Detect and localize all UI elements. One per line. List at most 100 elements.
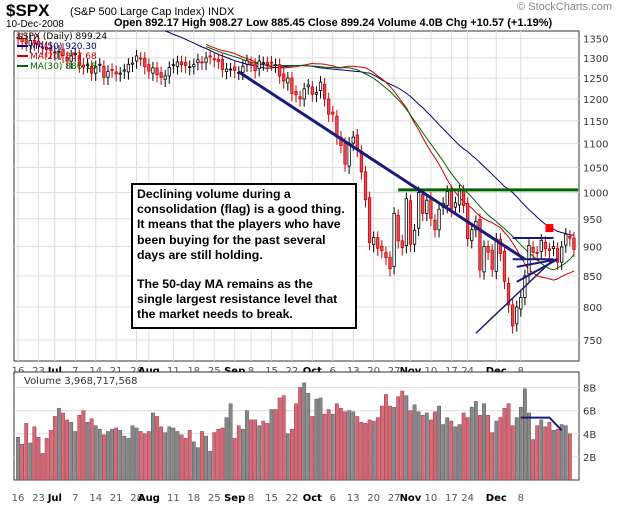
candle-body	[273, 64, 278, 67]
volume-bar	[424, 412, 429, 481]
volume-bar	[253, 419, 258, 481]
volume-bar	[171, 427, 176, 481]
volume-bar	[285, 433, 290, 481]
volume-bar	[257, 425, 262, 481]
ticker-symbol: $SPX	[6, 1, 50, 20]
volume-bar	[220, 427, 225, 481]
candle-body	[539, 239, 543, 252]
volume-bar	[40, 453, 45, 481]
candle-body	[294, 90, 298, 96]
x-tick-label: 16	[12, 493, 25, 504]
volume-bar	[527, 412, 531, 481]
candle-body	[184, 62, 188, 66]
volume-bar	[265, 423, 270, 481]
annotation-box: Declining volume during a consolidation …	[131, 183, 357, 329]
price-tick-label: 1050	[583, 163, 608, 174]
candle-body	[24, 39, 28, 44]
volume-bar	[65, 419, 69, 481]
candle-body	[384, 252, 388, 258]
volume-bar	[555, 428, 560, 481]
x-tick-label: 24	[461, 493, 474, 504]
volume-bar	[371, 420, 376, 481]
volume-bar	[486, 415, 491, 481]
volume-bar	[453, 426, 458, 481]
x-tick-label: 10	[425, 493, 438, 504]
volume-bar	[363, 423, 368, 481]
volume-bar	[106, 431, 110, 481]
candle-body	[57, 50, 61, 53]
x-tick-label: 8	[518, 493, 524, 504]
candle-body	[314, 92, 319, 95]
x-tick-label: Jul	[47, 493, 62, 504]
candle-body	[429, 197, 433, 219]
legend-label: MA(20) 857.68	[30, 52, 97, 62]
candle-body	[388, 257, 392, 270]
volume-bar	[514, 417, 519, 481]
candle-body	[417, 192, 421, 229]
candle-body	[372, 237, 376, 246]
volume-bar	[482, 403, 486, 481]
candle-body	[302, 88, 306, 100]
volume-axis-ticks: 2B 4B 6B 8B	[583, 384, 596, 464]
volume-bar	[355, 416, 360, 481]
candle-body	[392, 213, 396, 268]
candle-body	[155, 67, 159, 76]
candle-body	[404, 198, 408, 247]
price-tick-label: 1300	[583, 54, 608, 65]
volume-bar	[32, 426, 37, 481]
volume-bar	[531, 439, 535, 481]
candle-body	[269, 61, 274, 64]
candle-body	[257, 60, 261, 70]
volume-bar	[429, 419, 433, 481]
volume-bar	[396, 396, 401, 481]
candle-body	[163, 75, 167, 80]
volume-bar	[339, 408, 343, 481]
candle-body	[486, 246, 490, 253]
candle-body	[482, 246, 486, 273]
candle-body	[118, 72, 122, 75]
volume-bar	[228, 403, 233, 481]
candle-body	[151, 67, 155, 74]
candle-body	[453, 202, 458, 208]
volume-bar	[347, 410, 352, 481]
volume-bar	[490, 432, 495, 481]
volume-bar	[314, 398, 319, 481]
volume-bar	[261, 420, 266, 481]
candle-body	[261, 62, 265, 65]
candle-body	[114, 71, 118, 75]
volume-bar	[420, 415, 425, 481]
candle-body	[220, 59, 225, 70]
volume-bar	[567, 433, 572, 481]
candle-body	[85, 64, 90, 67]
downtrend-line	[237, 70, 526, 261]
volume-bar	[343, 411, 347, 481]
volume-bar	[281, 395, 286, 481]
ma-line-ma50	[165, 30, 575, 236]
candle-body	[245, 60, 249, 65]
candle-body	[425, 199, 429, 214]
price-tick-label: 800	[583, 303, 602, 314]
volume-bar	[375, 417, 380, 481]
volume-bar	[20, 443, 25, 481]
volume-bar	[216, 428, 221, 481]
volume-bar	[146, 431, 151, 481]
volume-bar	[130, 425, 135, 481]
price-axis-ticks: 750 800 850 900 950 1000 1050 1100 1150 1200 1250 1…	[583, 35, 608, 348]
volume-bar	[494, 420, 499, 481]
price-tick-label: 1000	[583, 188, 608, 199]
volume-bar	[118, 430, 123, 481]
volume-bar	[61, 412, 65, 481]
volume-bar	[498, 417, 503, 481]
volume-bar	[36, 436, 41, 481]
volume-bar	[465, 417, 470, 481]
x-tick-label: Aug	[138, 493, 160, 504]
volume-bar	[224, 417, 229, 481]
volume-bar	[379, 405, 384, 481]
volume-bar	[290, 428, 294, 481]
candle-body	[89, 66, 94, 74]
volume-bar	[236, 425, 241, 481]
volume-bar	[392, 406, 396, 481]
candle-body	[65, 57, 69, 62]
volume-bar	[183, 438, 188, 481]
